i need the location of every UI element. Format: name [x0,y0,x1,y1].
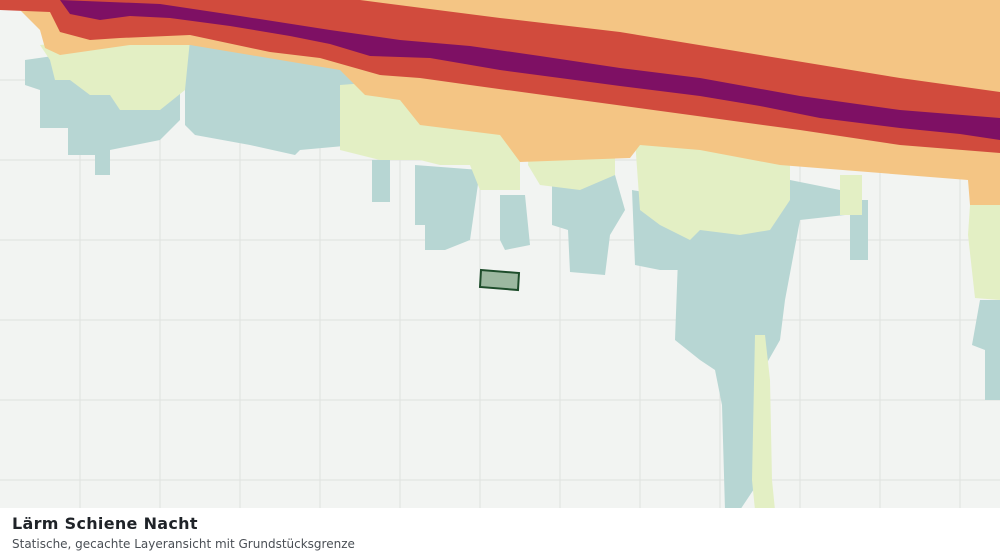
info-panel: Lärm Schiene Nacht Statische, gecachte L… [0,508,1000,560]
layer-title: Lärm Schiene Nacht [12,514,198,533]
parcel-boundary[interactable] [478,268,521,292]
layer-subtitle: Statische, gecachte Layeransicht mit Gru… [12,537,355,551]
noise-zone-extreme [60,0,1000,140]
noise-zone-very-high [0,0,1000,153]
noise-zone-high [0,0,1000,205]
